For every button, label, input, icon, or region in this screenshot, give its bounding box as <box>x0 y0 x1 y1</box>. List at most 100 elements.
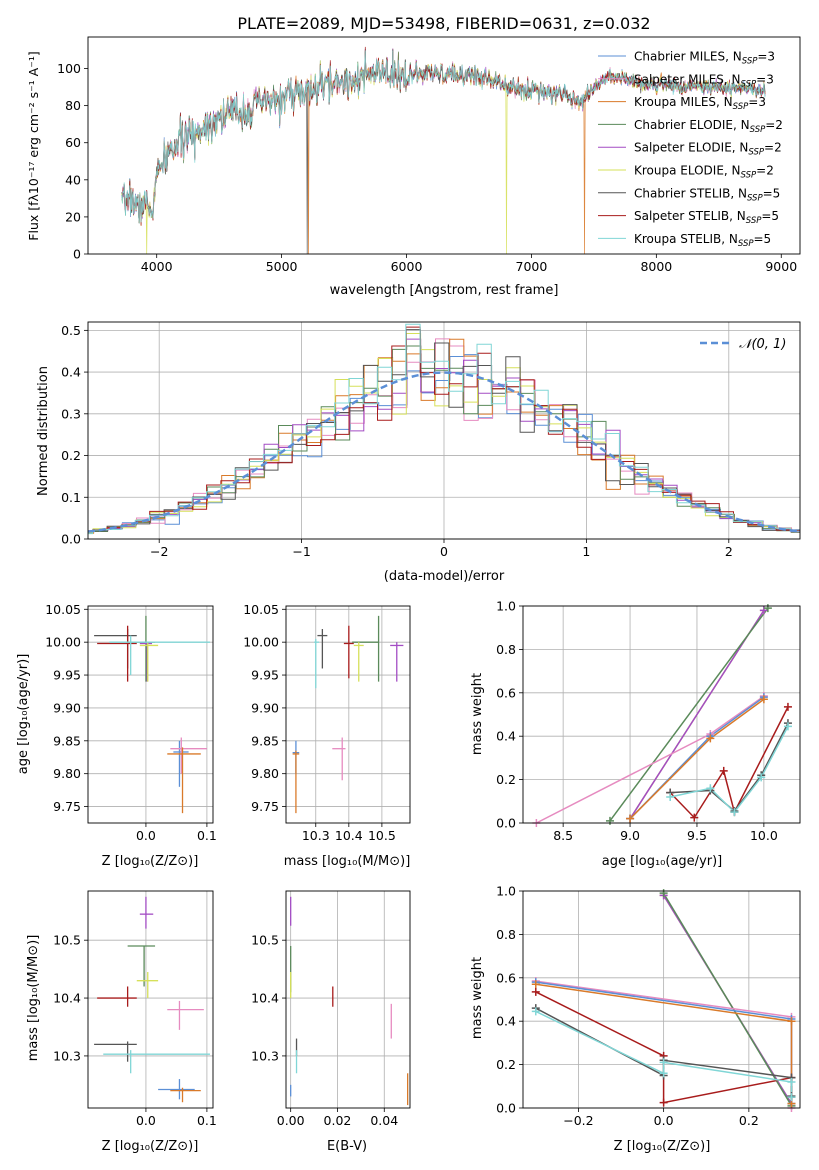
weight-marker-kroupa-miles <box>706 734 715 743</box>
y-tick-label: 10.4 <box>53 991 81 1006</box>
legend-label-text: Kroupa ELODIE, N <box>634 164 741 178</box>
x-tick-label: 5000 <box>266 259 298 274</box>
legend-label-suffix: =3 <box>748 95 766 109</box>
axes-frame <box>285 890 411 1109</box>
y-tick-label: 9.95 <box>53 668 81 683</box>
mass-vs-ebv-panel: 0.00 0.02 0.04 10.3 10.4 10.5 E(B-V) <box>251 890 411 1154</box>
x-tick-label: 0.00 <box>277 1113 305 1128</box>
y-tick-label: 0.2 <box>496 772 516 787</box>
residuals-plot: −2 −1 0 1 2 0.0 0.1 0.2 0.3 0.4 0.5 <box>61 321 801 559</box>
plot-area <box>292 615 404 814</box>
weight-marker-kroupa-miles <box>531 980 540 989</box>
x-tick-label: −0.2 <box>563 1113 593 1128</box>
y-tick-label: 10.3 <box>251 1048 279 1063</box>
x-tick-label: 0.1 <box>197 828 217 843</box>
legend-label-subscript: SSP <box>741 171 757 181</box>
y-tick-label: 0.2 <box>61 448 81 463</box>
legend-label-subscript: SSP <box>741 79 757 89</box>
weight-marker-chabrier-elodie <box>605 816 614 825</box>
weight-marker-kroupa-stelib <box>659 1058 668 1067</box>
residuals-legend: 𝒩(0, 1) <box>700 337 786 352</box>
weight-vs-age-ylabel: mass weight <box>470 673 485 755</box>
y-tick-label: 40 <box>65 172 81 187</box>
weight-line-salpeter-elodie <box>629 609 765 820</box>
y-tick-label: 9.80 <box>251 766 279 781</box>
weight-vs-z-plot: −0.2 0.0 0.2 0.0 0.2 0.4 0.6 0.8 1.0 <box>496 884 801 1128</box>
weight-marker-kroupa-stelib <box>787 1077 796 1086</box>
legend-label-suffix: =5 <box>763 186 781 200</box>
y-tick-label: 0.4 <box>496 729 516 744</box>
y-tick-label: 0.4 <box>61 365 81 380</box>
weight-marker-kroupa-stelib <box>706 784 715 793</box>
weight-marker-chabrier-elodie <box>659 889 668 898</box>
weight-marker-kroupa-stelib <box>730 808 739 817</box>
y-tick-label: 1.0 <box>496 884 516 899</box>
y-tick-label: 100 <box>57 61 81 76</box>
mass-vs-z-panel: 0.0 0.1 10.3 10.4 10.5 Z [log₁₀(Z/Z⊙)] mass … <box>26 890 217 1154</box>
legend-label-suffix: =2 <box>764 141 782 155</box>
spectrum-xlabel: wavelength [Angstrom, rest frame] <box>330 283 559 298</box>
spectrum-line-kroupa-stelib <box>121 50 766 224</box>
plot-area <box>94 896 210 1103</box>
residuals-panel: −2 −1 0 1 2 0.0 0.1 0.2 0.3 0.4 0.5 𝒩(0, 1) (data-… <box>36 321 801 584</box>
axes-frame <box>87 605 214 824</box>
age-vs-mass-panel: 10.3 10.4 10.5 9.75 9.80 9.85 9.90 9.95 10.00 10.… <box>243 602 411 869</box>
legend-label-subscript: SSP <box>750 125 766 135</box>
x-tick-label: −2 <box>150 544 168 559</box>
weight-marker-kroupa-stelib <box>757 773 766 782</box>
legend-label-kroupa-elodie: Kroupa ELODIE, NSSP=2 <box>634 164 774 181</box>
y-tick-label: 0.8 <box>496 642 516 657</box>
weight-vs-age-plot: 8.5 9.0 9.5 10.0 0.0 0.2 0.4 0.6 0.8 1.0 <box>496 599 801 843</box>
histogram-kroupa-stelib <box>88 323 800 535</box>
y-tick-label: 0.4 <box>496 1014 516 1029</box>
weight-marker-kroupa-miles <box>759 695 768 704</box>
y-tick-label: 10.3 <box>53 1048 81 1063</box>
normal-legend-label: 𝒩(0, 1) <box>739 337 786 352</box>
x-tick-label: 10.3 <box>302 828 330 843</box>
x-tick-label: 1 <box>582 544 590 559</box>
weight-line-chabrier-elodie <box>662 892 793 1107</box>
axes-frame <box>87 36 801 255</box>
weight-marker-salpeter-stelib <box>531 987 540 996</box>
plot-area <box>290 896 409 1106</box>
y-tick-label: 0.0 <box>496 1101 516 1116</box>
x-tick-label: 0.2 <box>739 1113 759 1128</box>
age-vs-mass-xlabel: mass [log₁₀(M/M⊙)] <box>284 854 411 869</box>
y-tick-label: 10.00 <box>243 635 279 650</box>
weight-vs-age-panel: 8.5 9.0 9.5 10.0 0.0 0.2 0.4 0.6 0.8 1.0 age [log… <box>470 599 801 869</box>
legend-label-text: Chabrier ELODIE, N <box>634 118 750 132</box>
weight-marker-kroupa-stelib <box>531 1007 540 1016</box>
age-vs-z-xlabel: Z [log₁₀(Z/Z⊙)] <box>102 854 199 869</box>
legend-label-subscript: SSP <box>733 102 749 112</box>
x-tick-label: 0.02 <box>324 1113 352 1128</box>
axes-frame <box>87 890 214 1109</box>
legend-label-suffix: =2 <box>765 118 783 132</box>
y-tick-label: 0.2 <box>496 1057 516 1072</box>
weight-marker-salpeter-elodie <box>759 606 768 615</box>
legend-label-suffix: =5 <box>754 232 772 246</box>
weight-vs-z-panel: −0.2 0.0 0.2 0.0 0.2 0.4 0.6 0.8 1.0 Z [log₁₀(Z/… <box>470 884 801 1154</box>
x-tick-label: 10.4 <box>335 828 363 843</box>
residuals-ylabel: Normed distribution <box>36 366 51 496</box>
x-tick-label: 9.5 <box>687 828 707 843</box>
x-tick-label: 8000 <box>640 259 672 274</box>
x-tick-label: 4000 <box>141 259 173 274</box>
y-tick-label: 9.85 <box>251 733 279 748</box>
residuals-xlabel: (data-model)/error <box>384 569 505 584</box>
weight-marker-chabrier-elodie <box>763 604 772 613</box>
age-vs-z-panel: 0.0 0.1 9.75 9.80 9.85 9.90 9.95 10.00 10.05 Z [… <box>16 602 217 869</box>
legend-label-salpeter-miles: Salpeter MILES, NSSP=3 <box>634 72 774 89</box>
age-vs-z-ylabel: age [log₁₀(age/yr)] <box>16 654 31 775</box>
x-tick-label: 0.0 <box>136 1113 156 1128</box>
y-tick-label: 0.8 <box>496 927 516 942</box>
y-tick-label: 10.00 <box>45 635 81 650</box>
legend-label-text: Kroupa STELIB, N <box>634 232 738 246</box>
x-tick-label: 6000 <box>391 259 423 274</box>
legend-label-subscript: SSP <box>746 216 762 226</box>
plot-area <box>536 607 789 823</box>
weight-marker-kroupa-stelib <box>659 1069 668 1078</box>
spectrum-title: PLATE=2089, MJD=53498, FIBERID=0631, z=0… <box>237 14 650 33</box>
plot-area <box>94 615 210 814</box>
age-vs-z-plot: 0.0 0.1 9.75 9.80 9.85 9.90 9.95 10.00 10.05 <box>45 602 217 843</box>
